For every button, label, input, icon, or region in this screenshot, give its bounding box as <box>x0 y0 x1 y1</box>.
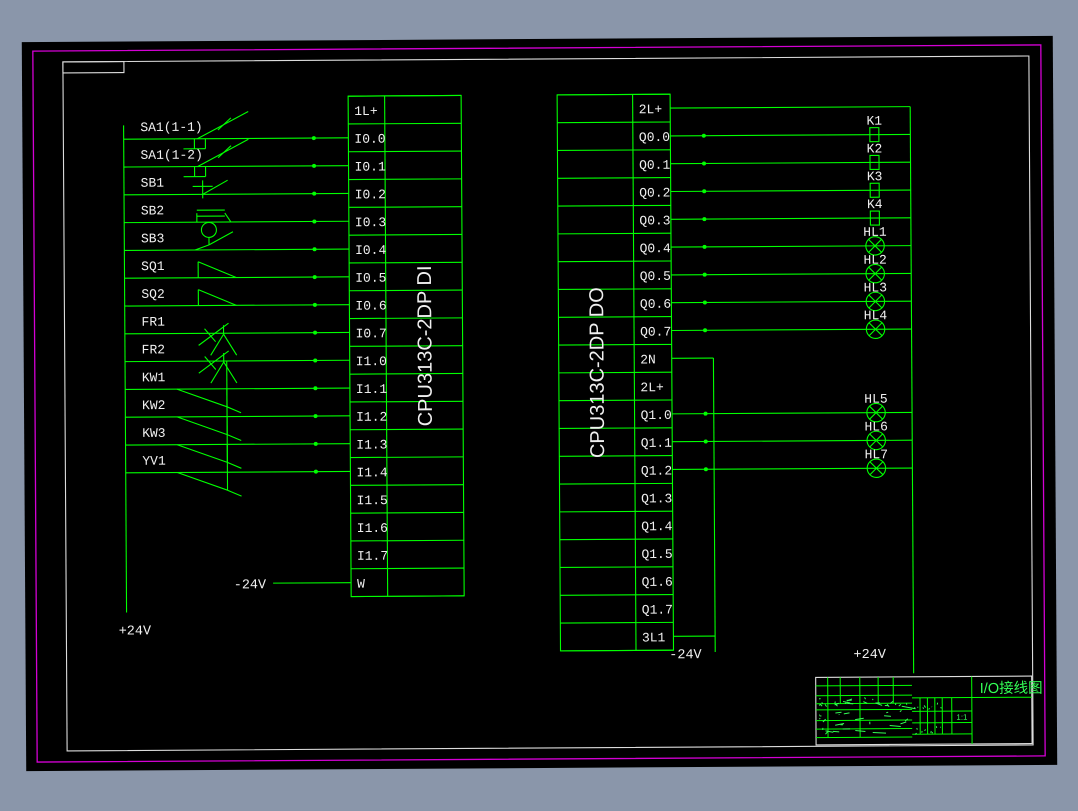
svg-text:K3: K3 <box>867 169 883 184</box>
svg-text:I1.6: I1.6 <box>357 521 388 536</box>
svg-text:HL3: HL3 <box>864 280 887 295</box>
svg-text:I1.2: I1.2 <box>356 410 387 425</box>
svg-text:I0.3: I0.3 <box>355 215 386 230</box>
svg-text:Q0.7: Q0.7 <box>640 324 671 339</box>
svg-text:-24V: -24V <box>669 648 702 663</box>
svg-text:CPU313C-2DP DI: CPU313C-2DP DI <box>414 265 437 426</box>
svg-text:HL4: HL4 <box>864 308 888 323</box>
svg-text:SB2: SB2 <box>141 203 164 218</box>
svg-text:W: W <box>357 577 365 592</box>
svg-text:KW1: KW1 <box>142 370 166 385</box>
svg-text:I0.1: I0.1 <box>355 159 386 174</box>
svg-text:2L+: 2L+ <box>640 380 664 395</box>
svg-text:3L1: 3L1 <box>642 630 666 645</box>
svg-text:2L+: 2L+ <box>639 102 663 117</box>
svg-text:HL7: HL7 <box>865 447 888 462</box>
svg-text:HL6: HL6 <box>864 419 887 434</box>
svg-text:Q0.5: Q0.5 <box>640 269 671 284</box>
svg-text:YV1: YV1 <box>142 454 166 469</box>
svg-text:Q1.2: Q1.2 <box>641 463 672 478</box>
svg-text:I1.5: I1.5 <box>357 493 388 508</box>
svg-text:Q1.6: Q1.6 <box>642 575 673 590</box>
svg-text:I0.4: I0.4 <box>355 243 386 258</box>
svg-text:Q0.6: Q0.6 <box>640 297 671 312</box>
svg-text:I1.4: I1.4 <box>356 465 387 480</box>
svg-text:CPU313C-2DP DO: CPU313C-2DP DO <box>586 287 609 458</box>
svg-text:SA1(1-2): SA1(1-2) <box>140 148 203 163</box>
svg-text:Q1.0: Q1.0 <box>641 408 672 423</box>
svg-text:SB3: SB3 <box>141 231 164 246</box>
svg-text:HL5: HL5 <box>864 392 887 407</box>
svg-text:Q0.2: Q0.2 <box>639 185 670 200</box>
svg-text:Q1.5: Q1.5 <box>641 547 672 562</box>
svg-text:I0.6: I0.6 <box>355 298 386 313</box>
svg-text:SQ1: SQ1 <box>141 259 165 274</box>
svg-text:HL1: HL1 <box>863 225 887 240</box>
svg-text:2N: 2N <box>640 352 656 367</box>
svg-text:1:1: 1:1 <box>956 713 968 722</box>
svg-text:SQ2: SQ2 <box>141 287 164 302</box>
svg-text:Q0.3: Q0.3 <box>639 213 670 228</box>
svg-text:KW2: KW2 <box>142 398 165 413</box>
svg-text:Q1.3: Q1.3 <box>641 491 672 506</box>
svg-text:Q1.7: Q1.7 <box>642 602 673 617</box>
svg-text:K4: K4 <box>867 197 883 212</box>
svg-text:HL2: HL2 <box>863 253 886 268</box>
svg-text:1L+: 1L+ <box>354 104 378 119</box>
svg-text:I1.1: I1.1 <box>356 382 387 397</box>
svg-text:I1.0: I1.0 <box>356 354 387 369</box>
svg-text:Q0.0: Q0.0 <box>639 130 670 145</box>
svg-text:FR2: FR2 <box>142 342 165 357</box>
svg-text:+24V: +24V <box>119 624 152 639</box>
svg-text:I1.3: I1.3 <box>356 437 387 452</box>
svg-text:-24V: -24V <box>234 578 267 593</box>
svg-text:I0.2: I0.2 <box>355 187 386 202</box>
svg-text:I/O接线图: I/O接线图 <box>980 680 1043 697</box>
svg-text:SB1: SB1 <box>141 176 165 191</box>
svg-text:I0.5: I0.5 <box>355 271 386 286</box>
svg-text:KW3: KW3 <box>142 426 165 441</box>
svg-text:I0.7: I0.7 <box>356 326 387 341</box>
svg-text:FR1: FR1 <box>141 315 165 330</box>
svg-text:I0.0: I0.0 <box>354 132 385 147</box>
svg-text:SA1(1-1): SA1(1-1) <box>140 120 203 135</box>
svg-text:Q1.4: Q1.4 <box>641 519 672 534</box>
svg-text:K2: K2 <box>867 141 883 156</box>
svg-text:I1.7: I1.7 <box>357 549 388 564</box>
svg-text:Q1.1: Q1.1 <box>641 436 672 451</box>
svg-text:+24V: +24V <box>853 648 886 663</box>
svg-text:Q0.1: Q0.1 <box>639 158 670 173</box>
svg-text:Q0.4: Q0.4 <box>640 241 671 256</box>
svg-text:K1: K1 <box>866 114 882 129</box>
